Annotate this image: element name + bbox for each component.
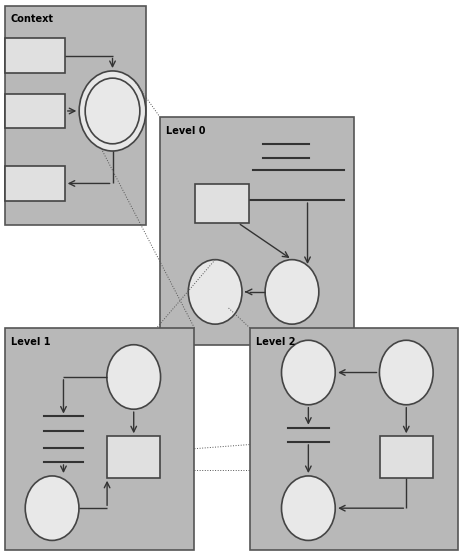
Bar — [5, 94, 65, 128]
Circle shape — [25, 476, 79, 540]
Bar — [107, 436, 160, 478]
Text: Level 2: Level 2 — [256, 337, 295, 347]
Circle shape — [282, 340, 335, 405]
Circle shape — [107, 345, 161, 409]
Bar — [380, 436, 433, 478]
Circle shape — [188, 260, 242, 324]
Bar — [5, 328, 194, 550]
Circle shape — [265, 260, 319, 324]
Bar — [195, 184, 249, 223]
Bar — [5, 166, 65, 201]
Circle shape — [282, 476, 335, 540]
Circle shape — [79, 71, 146, 151]
Bar — [160, 117, 354, 345]
Bar — [250, 328, 458, 550]
Bar — [5, 38, 65, 73]
Circle shape — [85, 78, 140, 144]
Text: Level 0: Level 0 — [166, 126, 205, 136]
Bar — [5, 6, 146, 225]
Text: Level 1: Level 1 — [11, 337, 50, 347]
Text: Context: Context — [11, 14, 54, 24]
Circle shape — [380, 340, 433, 405]
